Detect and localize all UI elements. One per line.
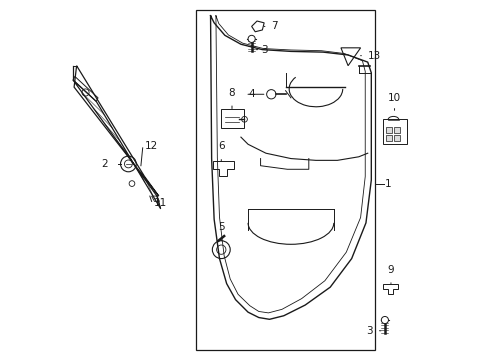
Circle shape: [381, 316, 387, 324]
Text: 13: 13: [367, 51, 380, 61]
Text: 12: 12: [144, 141, 158, 151]
Bar: [385, 135, 391, 141]
Text: 7: 7: [271, 21, 277, 31]
Bar: [196, 10, 374, 350]
Text: 3: 3: [366, 326, 372, 336]
Bar: [382, 119, 407, 144]
Text: 6: 6: [218, 141, 224, 152]
Text: 11: 11: [153, 198, 166, 208]
Circle shape: [247, 35, 255, 42]
Text: 2: 2: [101, 159, 107, 169]
Bar: [221, 109, 244, 128]
Text: 9: 9: [387, 265, 393, 275]
Text: 5: 5: [218, 222, 224, 232]
Text: 1: 1: [384, 179, 391, 189]
Text: 8: 8: [228, 88, 235, 98]
Text: 4: 4: [248, 89, 255, 99]
Bar: [393, 135, 400, 141]
Text: 10: 10: [387, 93, 400, 103]
Bar: [393, 127, 400, 133]
Text: 3: 3: [261, 45, 267, 55]
Bar: [385, 127, 391, 133]
